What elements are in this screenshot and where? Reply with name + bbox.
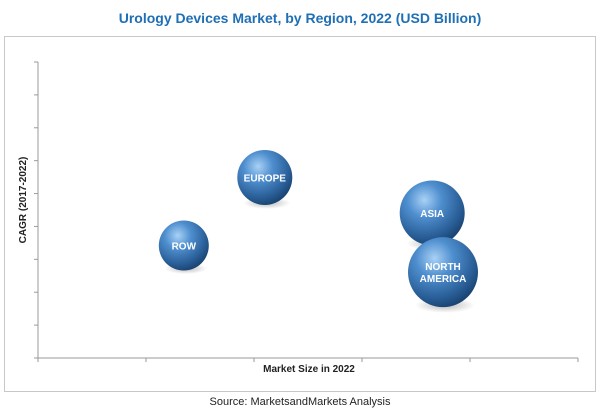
x-axis-label: Market Size in 2022	[263, 364, 355, 375]
bubble-europe: EUROPE	[237, 149, 293, 209]
bubble-label: NORTH	[425, 262, 461, 273]
bubble-mark	[158, 220, 209, 271]
bubble-row: ROW	[158, 220, 209, 275]
bubble-label: ASIA	[420, 209, 444, 220]
bubble-mark	[399, 180, 465, 246]
bubble-mark	[408, 237, 478, 308]
chart-title: Urology Devices Market, by Region, 2022 …	[118, 10, 482, 26]
bubble-label: EUROPE	[244, 173, 287, 184]
y-axis-label: CAGR (2017-2022)	[18, 157, 29, 244]
bubble-label: ROW	[172, 242, 197, 253]
source-note: Source: MarketsandMarkets Analysis	[209, 396, 391, 408]
bubble-label: AMERICA	[420, 274, 467, 285]
bubble-mark	[237, 149, 293, 205]
chart-frame	[4, 36, 596, 392]
